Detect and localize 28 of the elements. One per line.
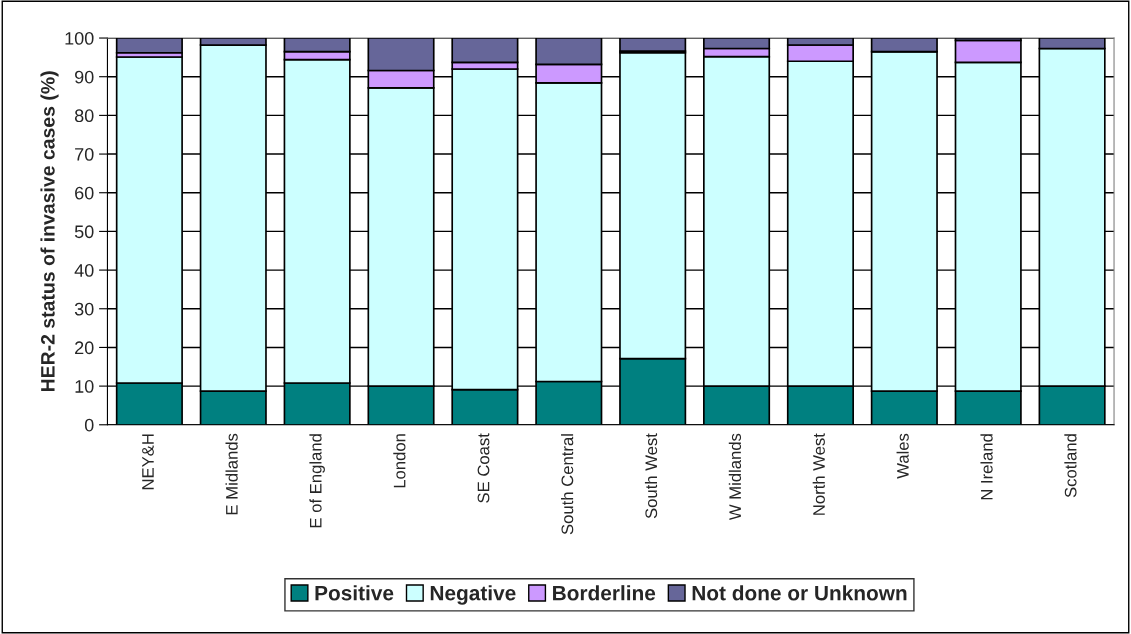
legend-label: Negative xyxy=(430,585,516,605)
x-tick-label: South West xyxy=(644,433,658,519)
x-tick-label: London xyxy=(393,434,406,488)
x-tick-label: N Ireland xyxy=(980,434,993,500)
x-tick-label: SE Coast xyxy=(477,433,490,503)
y-tick-label: 30 xyxy=(74,302,94,316)
y-tick-label: 10 xyxy=(75,380,94,393)
y-tick-label: 40 xyxy=(74,264,94,277)
legend-label: Not done or Unknown xyxy=(692,585,907,601)
legend-label: Borderline xyxy=(553,585,656,601)
y-tick-label: 50 xyxy=(74,225,94,239)
x-tick-label: W Midlands xyxy=(728,433,742,521)
y-tick-label: 20 xyxy=(75,341,94,355)
x-tick-label: Scotland xyxy=(1064,434,1077,498)
y-tick-label: 100 xyxy=(65,31,94,45)
legend-label: Positive xyxy=(315,585,394,601)
y-tick-label: 60 xyxy=(75,186,94,200)
x-tick-label: E Midlands xyxy=(225,433,238,515)
x-tick-label: NEY&H xyxy=(142,434,154,490)
y-tick-label: 70 xyxy=(75,148,94,161)
x-tick-label: Wales xyxy=(896,433,909,479)
y-axis-title: HER-2 status of invasive cases (%) xyxy=(40,71,59,392)
x-tick-label: E of England xyxy=(309,434,325,528)
x-tick-label: South Central xyxy=(561,434,574,535)
y-tick-label: 80 xyxy=(74,109,94,123)
y-tick-label: 90 xyxy=(75,70,94,84)
y-tick-label: 0 xyxy=(84,418,94,432)
x-tick-label: North West xyxy=(812,433,825,515)
